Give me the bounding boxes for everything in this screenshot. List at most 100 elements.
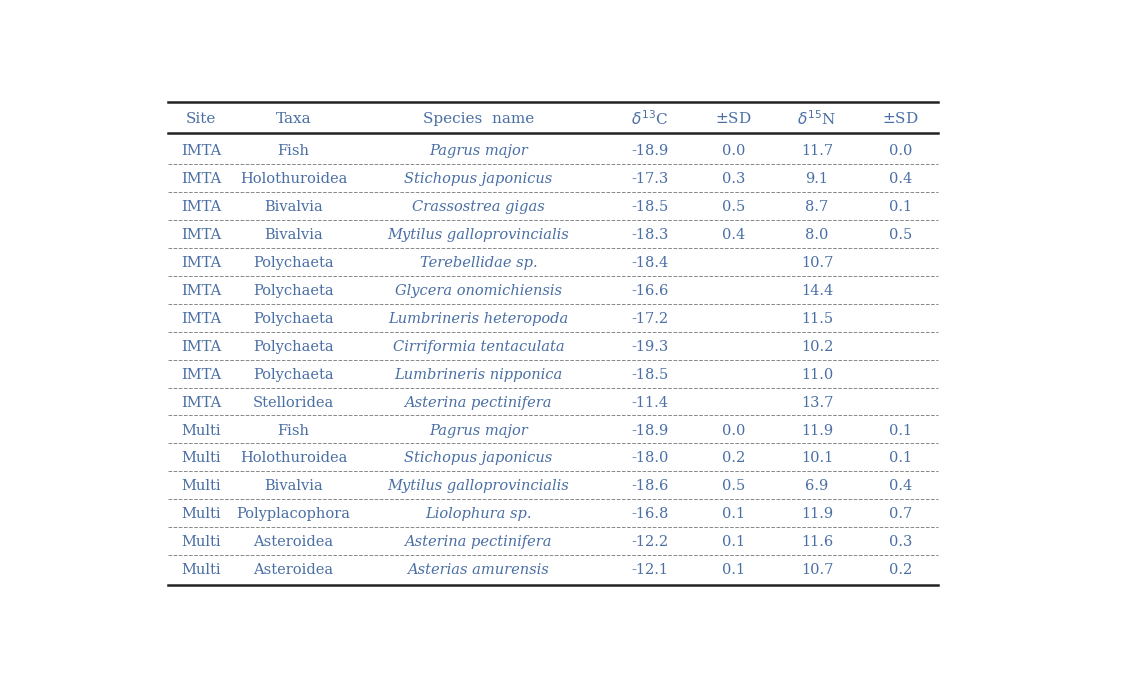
Text: 0.2: 0.2 (722, 452, 745, 466)
Text: -19.3: -19.3 (631, 340, 669, 354)
Text: 14.4: 14.4 (801, 284, 833, 298)
Text: Multi: Multi (182, 480, 221, 493)
Text: 0.3: 0.3 (889, 535, 913, 549)
Text: 0.4: 0.4 (889, 172, 913, 186)
Text: 6.9: 6.9 (806, 480, 829, 493)
Text: Fish: Fish (278, 144, 310, 158)
Text: IMTA: IMTA (182, 144, 221, 158)
Text: 0.4: 0.4 (722, 228, 745, 242)
Text: Terebellidae sp.: Terebellidae sp. (420, 256, 537, 270)
Text: 8.7: 8.7 (806, 200, 829, 214)
Text: 0.5: 0.5 (722, 480, 745, 493)
Text: IMTA: IMTA (182, 172, 221, 186)
Text: -12.2: -12.2 (631, 535, 669, 549)
Text: 0.7: 0.7 (889, 507, 913, 521)
Text: 10.1: 10.1 (801, 452, 833, 466)
Text: $\pm$SD: $\pm$SD (715, 111, 751, 126)
Text: Stichopus japonicus: Stichopus japonicus (404, 452, 553, 466)
Text: Polychaeta: Polychaeta (253, 284, 334, 298)
Text: 0.5: 0.5 (722, 200, 745, 214)
Text: 0.0: 0.0 (889, 144, 913, 158)
Text: 0.1: 0.1 (722, 507, 745, 521)
Text: Lumbrineris heteropoda: Lumbrineris heteropoda (388, 312, 569, 326)
Text: 0.3: 0.3 (722, 172, 745, 186)
Text: 10.7: 10.7 (801, 563, 833, 577)
Text: 0.1: 0.1 (722, 535, 745, 549)
Text: 11.9: 11.9 (801, 507, 833, 521)
Text: IMTA: IMTA (182, 228, 221, 242)
Text: 0.5: 0.5 (889, 228, 913, 242)
Text: Species  name: Species name (422, 112, 533, 125)
Text: -18.9: -18.9 (631, 144, 669, 158)
Text: Asterina pectinifera: Asterina pectinifera (404, 535, 552, 549)
Text: Asterina pectinifera: Asterina pectinifera (404, 396, 552, 410)
Text: 13.7: 13.7 (801, 396, 833, 410)
Text: Pagrus major: Pagrus major (429, 144, 528, 158)
Text: Holothuroidea: Holothuroidea (239, 172, 347, 186)
Text: 10.7: 10.7 (801, 256, 833, 270)
Text: 0.1: 0.1 (889, 452, 913, 466)
Text: Stelloridea: Stelloridea (253, 396, 334, 410)
Text: Multi: Multi (182, 452, 221, 466)
Text: Multi: Multi (182, 535, 221, 549)
Text: $\pm$SD: $\pm$SD (882, 111, 919, 126)
Text: Taxa: Taxa (276, 112, 311, 125)
Text: Mytilus galloprovincialis: Mytilus galloprovincialis (387, 228, 570, 242)
Text: IMTA: IMTA (182, 340, 221, 354)
Text: -18.6: -18.6 (631, 480, 669, 493)
Text: -17.3: -17.3 (631, 172, 669, 186)
Text: -16.6: -16.6 (631, 284, 669, 298)
Text: -16.8: -16.8 (631, 507, 669, 521)
Text: 0.1: 0.1 (722, 563, 745, 577)
Text: 9.1: 9.1 (806, 172, 829, 186)
Text: $\delta^{15}$N: $\delta^{15}$N (798, 109, 836, 128)
Text: -11.4: -11.4 (631, 396, 669, 410)
Text: 11.0: 11.0 (801, 368, 833, 382)
Text: IMTA: IMTA (182, 312, 221, 326)
Text: Bivalvia: Bivalvia (264, 200, 323, 214)
Text: 0.0: 0.0 (722, 144, 745, 158)
Text: 8.0: 8.0 (806, 228, 829, 242)
Text: Multi: Multi (182, 563, 221, 577)
Text: IMTA: IMTA (182, 396, 221, 410)
Text: 0.4: 0.4 (889, 480, 913, 493)
Text: -18.0: -18.0 (631, 452, 669, 466)
Text: Bivalvia: Bivalvia (264, 228, 323, 242)
Text: Fish: Fish (278, 424, 310, 438)
Text: IMTA: IMTA (182, 200, 221, 214)
Text: -18.9: -18.9 (631, 424, 669, 438)
Text: 0.1: 0.1 (889, 200, 913, 214)
Text: Crassostrea gigas: Crassostrea gigas (412, 200, 545, 214)
Text: 10.2: 10.2 (801, 340, 833, 354)
Text: 0.2: 0.2 (889, 563, 913, 577)
Text: 11.5: 11.5 (801, 312, 833, 326)
Text: Asterias amurensis: Asterias amurensis (407, 563, 549, 577)
Text: Polychaeta: Polychaeta (253, 256, 334, 270)
Text: IMTA: IMTA (182, 368, 221, 382)
Text: Bivalvia: Bivalvia (264, 480, 323, 493)
Text: Polychaeta: Polychaeta (253, 368, 334, 382)
Text: Multi: Multi (182, 424, 221, 438)
Text: Pagrus major: Pagrus major (429, 424, 528, 438)
Text: 11.7: 11.7 (801, 144, 833, 158)
Text: 0.1: 0.1 (889, 424, 913, 438)
Text: -18.3: -18.3 (631, 228, 669, 242)
Text: Asteroidea: Asteroidea (253, 563, 334, 577)
Text: IMTA: IMTA (182, 256, 221, 270)
Text: Glycera onomichiensis: Glycera onomichiensis (395, 284, 562, 298)
Text: 11.9: 11.9 (801, 424, 833, 438)
Text: Asteroidea: Asteroidea (253, 535, 334, 549)
Text: Polychaeta: Polychaeta (253, 340, 334, 354)
Text: Liolophura sp.: Liolophura sp. (426, 507, 531, 521)
Text: 0.0: 0.0 (722, 424, 745, 438)
Text: -18.5: -18.5 (631, 200, 669, 214)
Text: Holothuroidea: Holothuroidea (239, 452, 347, 466)
Text: Lumbrineris nipponica: Lumbrineris nipponica (394, 368, 563, 382)
Text: -18.4: -18.4 (631, 256, 669, 270)
Text: IMTA: IMTA (182, 284, 221, 298)
Text: -17.2: -17.2 (631, 312, 669, 326)
Text: Site: Site (186, 112, 217, 125)
Text: 11.6: 11.6 (801, 535, 833, 549)
Text: -18.5: -18.5 (631, 368, 669, 382)
Text: Mytilus galloprovincialis: Mytilus galloprovincialis (387, 480, 570, 493)
